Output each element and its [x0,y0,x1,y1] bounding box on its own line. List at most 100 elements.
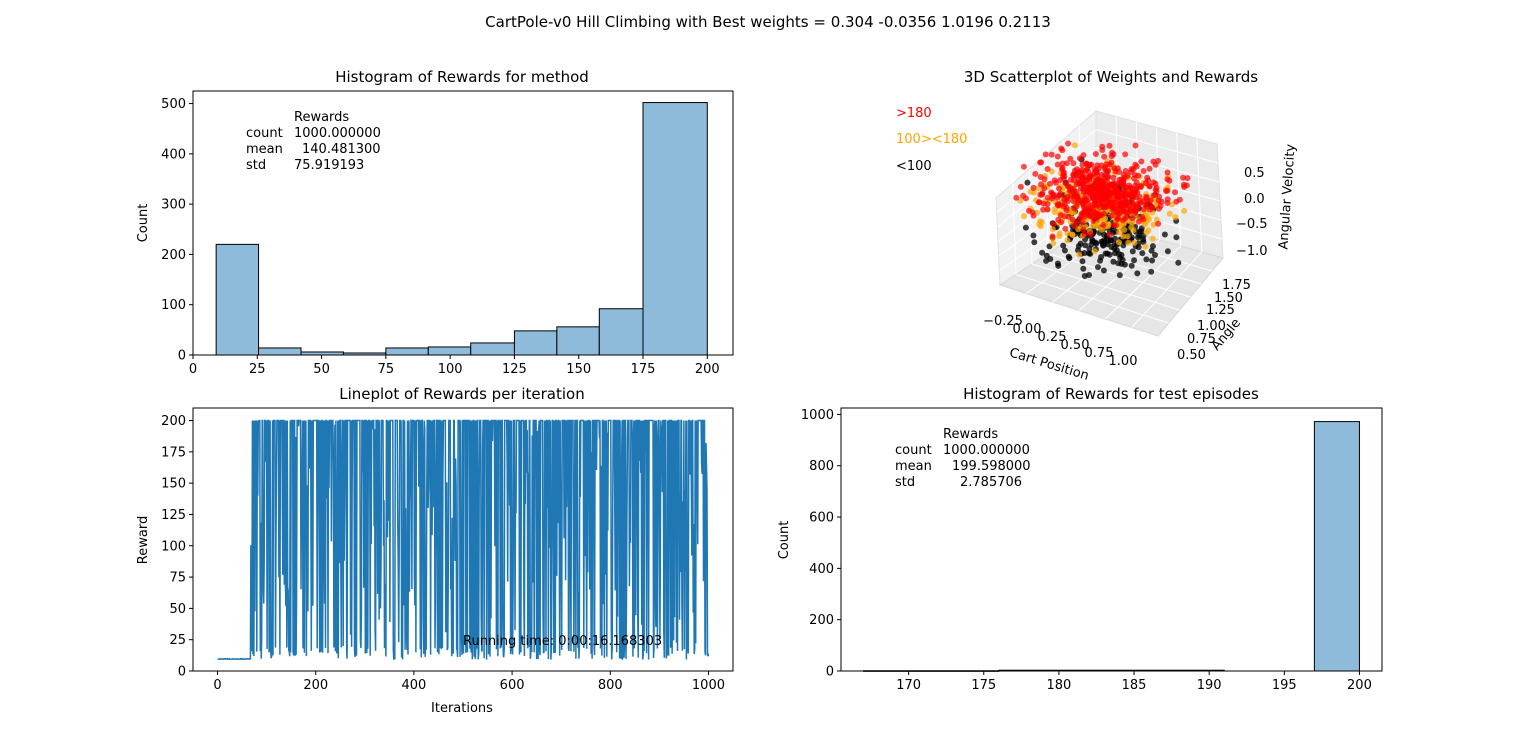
scatter3d-point [1094,210,1101,217]
hist-test-xtick-label-6: 200 [1347,678,1372,693]
scatter3d-point [1145,177,1152,184]
scatter3d-point [1131,257,1138,264]
scatter3d-point [1054,161,1061,168]
line-iter-ytick-label-8: 200 [161,414,186,429]
hist-test-xtick-label-3: 185 [1122,678,1147,693]
scatter3d-point [1089,222,1096,229]
scatter3d-point [1152,252,1158,258]
scatter3d-point [1110,197,1117,203]
line-iter-ytick-label-0: 0 [178,665,186,680]
scatter3d-point [1155,220,1162,227]
scatter3d-point [1065,140,1072,147]
scatter3d-xtick-label-0: −0.25 [983,314,1023,329]
scatter3d-point [1134,201,1141,208]
scatter3d-point [1080,265,1087,272]
scatter3d-point [1173,234,1180,241]
scatter3d-point [1103,238,1110,245]
hist-test-frame [840,407,1383,672]
scatter3d-point [1173,198,1180,205]
hist-method-stats-count-value: 1000.000000 [294,126,381,141]
scatter3d-point [1060,172,1066,179]
hist-test-xtick-label-5: 195 [1272,678,1297,693]
scatter3d-point [1115,251,1122,257]
scatter3d-point [1091,248,1098,255]
hist-test-ytick-label-1: 200 [809,613,834,628]
scatter3d-ytick-label-2: 1.00 [1197,319,1226,334]
scatter3d-point [1047,180,1054,187]
scatter3d-point [1042,151,1049,158]
scatter3d-point [1106,142,1113,149]
scatter3d-legend-high: >180 [896,106,932,121]
line-iter-xlabel: Iterations [431,701,493,716]
scatter3d-point [1164,196,1171,203]
scatter3d-ytick-label-3: 1.25 [1206,303,1235,318]
hist-method-bars [215,102,708,356]
scatter3d-point [1100,217,1106,224]
scatter3d-point [1043,257,1050,264]
hist-method-stats-count-label: count [246,126,283,141]
scatter3d-point [1106,231,1113,238]
scatter3d-point [1150,192,1157,199]
scatter3d-point [1144,213,1151,219]
scatter3d-point [1149,243,1156,250]
scatter3d-point [1093,169,1100,176]
scatter3d-point [1114,191,1121,198]
scatter3d-point [1180,174,1187,181]
scatter3d-point [1143,256,1150,263]
scatter3d-point [1094,162,1101,169]
line-iter-ticks: 0 200 400 600 800 1000 0 25 50 75 100 125 150 175 200 [161,414,725,693]
scatter3d-point [1067,155,1074,162]
scatter3d-point [1142,243,1149,250]
line-iter-frame [192,407,734,672]
scatter3d-point [1114,216,1121,223]
scatter3d-point [1017,183,1024,190]
scatter3d-point [1132,209,1139,216]
scatter3d-point [1121,215,1128,222]
scatter3d-point [1172,214,1179,221]
hist-test-ytick-label-2: 400 [809,562,834,577]
scatter3d-point [1120,233,1127,240]
scatter3d-point [1076,251,1083,258]
scatter3d-ztick-label-3: −1.0 [1236,244,1268,259]
hist-test-stats-mean-label: mean [895,459,932,474]
hist-method-xtick-label-6: 150 [566,362,591,377]
scatter3d-point [1166,210,1173,217]
scatter3d-point [1158,198,1165,205]
scatter3d-point [1056,233,1063,240]
scatter3d-ztick-label-2: −0.5 [1236,217,1268,232]
scatter3d-point [1089,236,1096,243]
hist-test-ylabel: Count [777,521,792,560]
hist-method-xtick-label-7: 175 [631,362,656,377]
hist-method-stats: Rewards count 1000.000000 mean 140.48130… [246,110,381,173]
hist-test-stats: Rewards count 1000.000000 mean 199.59800… [895,427,1031,490]
scatter3d-point [1181,207,1188,214]
hist-method-xtick-label-4: 100 [438,362,463,377]
scatter3d-point [1110,222,1117,229]
scatter3d-point [1123,193,1130,200]
scatter3d-xtick-label-2: 0.25 [1038,330,1067,345]
scatter3d-xtick-label-3: 0.50 [1061,338,1090,353]
scatter3d-point [1109,212,1116,219]
scatter3d-ytick-label-5: 1.75 [1222,278,1251,293]
hist-test-stats-mean-value: 199.598000 [952,459,1031,474]
scatter3d-xtick-label-5: 1.00 [1109,354,1138,369]
scatter3d-point [1143,193,1150,200]
scatter3d-point [1105,221,1112,228]
hist-method-ytick-label-4: 400 [161,147,186,162]
scatter3d-point [1149,235,1156,242]
line-iter-ylabel: Reward [136,516,151,564]
scatter3d-point [1148,268,1155,275]
scatter3d-point [1071,142,1078,149]
scatter3d-ztick-label-0: 0.5 [1244,166,1265,181]
figure-suptitle: CartPole-v0 Hill Climbing with Best weig… [485,13,1051,31]
scatter3d-point [1074,199,1081,206]
scatter3d-point [1172,189,1178,196]
line-iter-series [217,418,710,661]
scatter3d-point [1040,200,1047,207]
hist-test-ytick-label-5: 1000 [801,408,834,423]
scatter3d-point [1101,153,1108,160]
scatter3d-point [1099,147,1106,153]
scatter3d-point [1115,260,1122,267]
line-iter-annotation: Running time: 0:00:16.168303 [463,634,662,649]
scatter3d-point [1038,159,1045,166]
